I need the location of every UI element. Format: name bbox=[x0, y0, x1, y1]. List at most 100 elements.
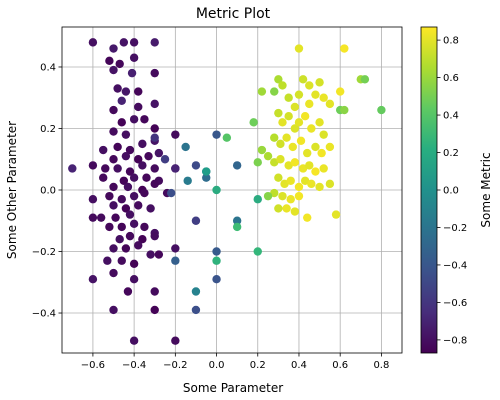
data-point bbox=[150, 164, 159, 173]
data-point bbox=[167, 188, 176, 198]
data-point bbox=[284, 93, 293, 102]
data-point bbox=[340, 105, 349, 115]
data-point bbox=[109, 127, 118, 136]
y-axis-ticks: −0.4 −0.2 0.0 0.2 0.4 bbox=[32, 62, 62, 320]
data-points bbox=[68, 38, 386, 345]
data-point bbox=[183, 176, 192, 185]
y-tick-label: 0.4 bbox=[40, 62, 56, 73]
data-point bbox=[119, 38, 129, 47]
data-point bbox=[335, 87, 345, 96]
data-point bbox=[150, 99, 159, 109]
data-point bbox=[278, 191, 287, 201]
data-point bbox=[290, 207, 300, 216]
data-point bbox=[144, 151, 153, 161]
data-point bbox=[319, 93, 328, 102]
data-point bbox=[300, 111, 310, 121]
data-point bbox=[88, 195, 98, 204]
colorbar-tick-label: 0.6 bbox=[443, 73, 459, 84]
data-point bbox=[109, 182, 118, 192]
y-tick-label: 0.0 bbox=[40, 186, 56, 197]
data-point bbox=[212, 256, 221, 265]
data-point bbox=[317, 148, 326, 158]
data-point bbox=[129, 219, 139, 229]
data-point bbox=[360, 75, 370, 84]
data-point bbox=[115, 235, 124, 244]
data-point bbox=[290, 102, 300, 112]
data-point bbox=[191, 305, 201, 315]
data-point bbox=[307, 124, 316, 133]
colorbar-tick-label: 0.0 bbox=[443, 186, 459, 197]
data-point bbox=[121, 87, 131, 96]
x-tick-label: 0.0 bbox=[209, 360, 225, 371]
data-point bbox=[150, 68, 159, 78]
data-point bbox=[274, 173, 283, 182]
data-point bbox=[325, 142, 335, 152]
data-point bbox=[191, 216, 201, 225]
data-point bbox=[140, 115, 149, 124]
x-tick-label: 0.2 bbox=[250, 360, 266, 371]
data-point bbox=[109, 305, 118, 315]
data-point bbox=[103, 256, 112, 265]
data-point bbox=[142, 173, 151, 182]
data-point bbox=[121, 130, 131, 139]
data-point bbox=[109, 155, 118, 164]
data-point bbox=[129, 274, 139, 284]
data-point bbox=[286, 176, 295, 185]
data-point bbox=[284, 111, 293, 121]
data-point bbox=[125, 231, 135, 241]
x-tick-label: −0.2 bbox=[163, 360, 187, 371]
data-point bbox=[138, 161, 147, 170]
data-point bbox=[150, 231, 159, 241]
y-tick-label: −0.4 bbox=[32, 309, 56, 320]
data-point bbox=[278, 118, 287, 127]
data-point bbox=[129, 173, 139, 182]
data-point bbox=[119, 176, 129, 185]
data-point bbox=[325, 99, 335, 109]
data-point bbox=[127, 68, 137, 78]
data-point bbox=[305, 81, 314, 90]
data-point bbox=[117, 96, 126, 106]
data-point bbox=[282, 133, 291, 142]
data-point bbox=[294, 182, 304, 192]
data-point bbox=[150, 124, 159, 133]
data-point bbox=[129, 115, 139, 124]
data-point bbox=[253, 247, 262, 256]
data-point bbox=[202, 173, 211, 182]
data-point bbox=[294, 118, 304, 127]
data-point bbox=[134, 102, 143, 112]
data-point bbox=[105, 222, 114, 232]
data-point bbox=[138, 139, 147, 149]
data-point bbox=[319, 164, 328, 173]
data-point bbox=[303, 148, 312, 158]
data-point bbox=[146, 204, 155, 213]
data-point bbox=[129, 336, 139, 345]
data-point bbox=[290, 124, 300, 133]
data-point bbox=[315, 118, 324, 127]
data-point bbox=[305, 99, 314, 109]
data-point bbox=[123, 287, 133, 296]
data-point bbox=[129, 38, 139, 47]
data-point bbox=[109, 65, 118, 75]
data-point bbox=[274, 108, 283, 118]
data-point bbox=[115, 59, 124, 69]
data-point bbox=[109, 201, 118, 210]
data-point bbox=[113, 142, 122, 152]
data-point bbox=[263, 191, 273, 201]
data-point bbox=[88, 38, 98, 47]
x-axis-ticks: −0.6 −0.4 −0.2 0.0 0.2 0.4 0.6 0.8 bbox=[81, 353, 389, 371]
data-point bbox=[121, 244, 131, 253]
data-point bbox=[294, 44, 304, 53]
data-point bbox=[146, 250, 155, 259]
data-point bbox=[278, 81, 287, 90]
y-axis-label: Some Other Parameter bbox=[5, 121, 19, 259]
data-point bbox=[105, 191, 114, 201]
data-point bbox=[96, 213, 106, 222]
data-point bbox=[88, 274, 98, 284]
data-point bbox=[325, 179, 335, 189]
x-tick-label: −0.4 bbox=[122, 360, 146, 371]
data-point bbox=[125, 145, 135, 155]
data-point bbox=[129, 259, 139, 269]
data-point bbox=[134, 201, 143, 210]
y-tick-label: −0.2 bbox=[32, 247, 56, 258]
data-point bbox=[140, 222, 149, 232]
